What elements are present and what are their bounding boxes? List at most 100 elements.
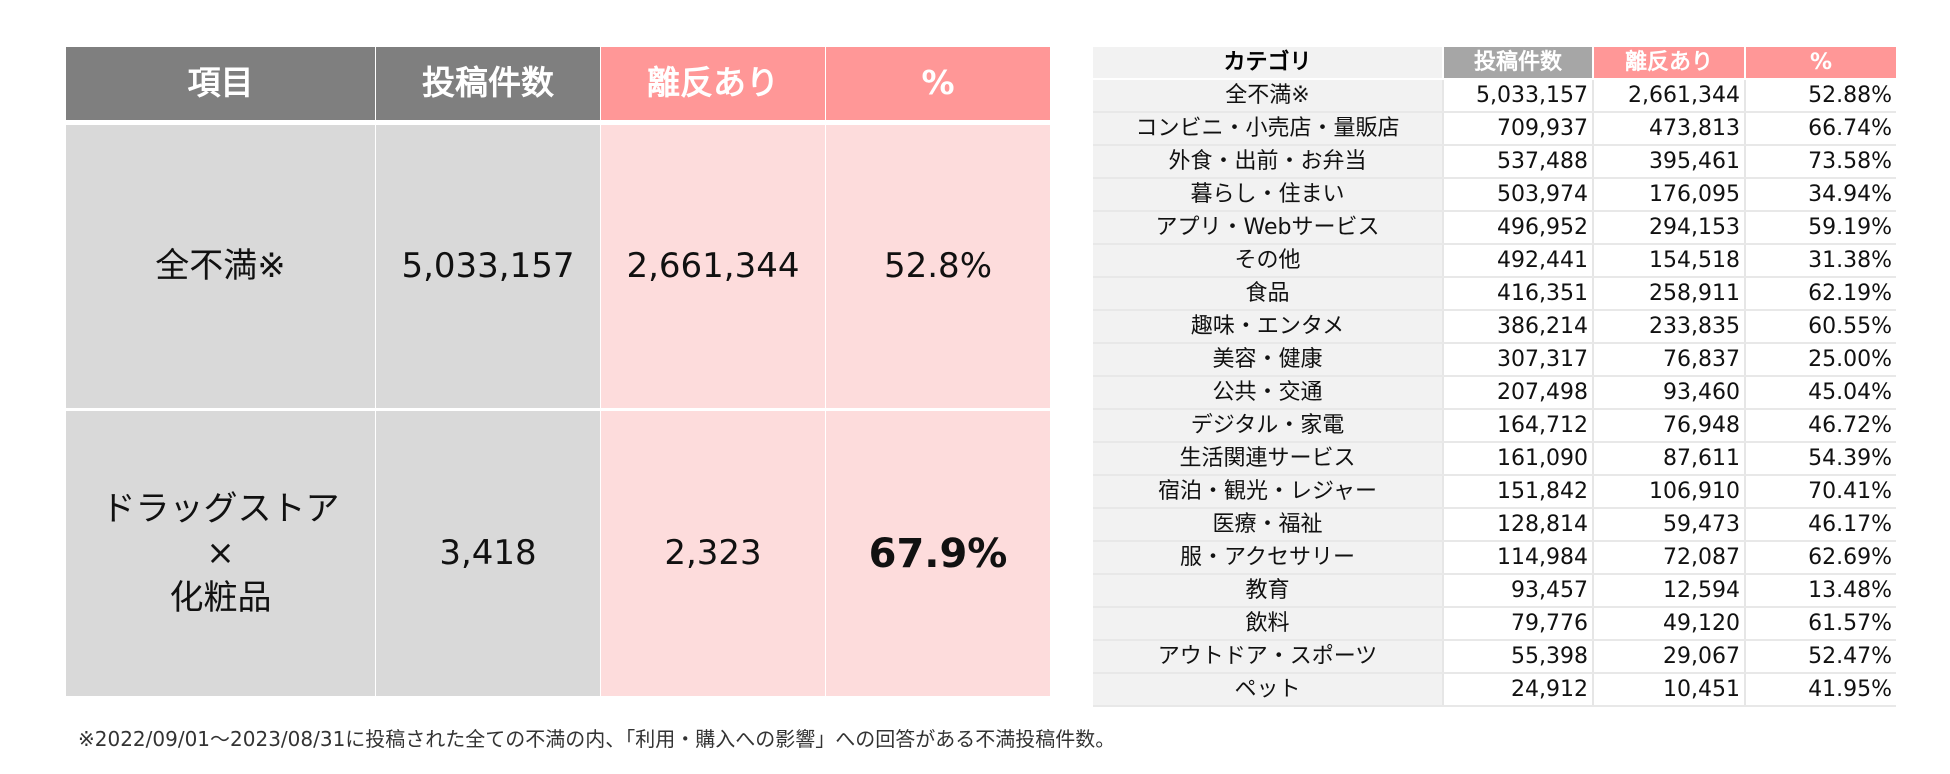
category-name-cell: アウトドア・スポーツ — [1093, 640, 1443, 674]
pct-cell: 73.58% — [1744, 145, 1896, 179]
churn-cell: 12,594 — [1592, 574, 1745, 608]
category-name-cell: ペット — [1093, 673, 1443, 707]
posts-cell: 416,351 — [1442, 277, 1593, 311]
posts-cell: 537,488 — [1442, 145, 1593, 179]
summary-row1-churn: 2,661,344 — [601, 120, 825, 408]
posts-cell: 307,317 — [1442, 343, 1593, 377]
category-name-cell: 全不満※ — [1093, 79, 1443, 113]
posts-cell: 164,712 — [1442, 409, 1593, 443]
category-table: カテゴリ 投稿件数 離反あり % 全不満※ 5,033,157 2,661,344 5… — [1093, 47, 1896, 707]
pct-cell: 41.95% — [1744, 673, 1896, 707]
posts-cell: 151,842 — [1442, 475, 1593, 509]
churn-cell: 10,451 — [1592, 673, 1745, 707]
pct-cell: 66.74% — [1744, 112, 1896, 146]
table-row: 公共・交通 207,498 93,460 45.04% — [1093, 376, 1896, 410]
category-header-pct: % — [1744, 47, 1896, 80]
posts-cell: 492,441 — [1442, 244, 1593, 278]
table-row: ペット 24,912 10,451 41.95% — [1093, 673, 1896, 707]
summary-header-posts: 投稿件数 — [376, 47, 600, 120]
category-header-churn: 離反あり — [1592, 47, 1745, 80]
table-row: 外食・出前・お弁当 537,488 395,461 73.58% — [1093, 145, 1896, 179]
category-header-row: カテゴリ 投稿件数 離反あり % — [1093, 47, 1896, 80]
summary-row2-pct: 67.9% — [826, 408, 1050, 696]
posts-cell: 79,776 — [1442, 607, 1593, 641]
pct-cell: 62.19% — [1744, 277, 1896, 311]
summary-row1-pct: 52.8% — [826, 120, 1050, 408]
pct-cell: 62.69% — [1744, 541, 1896, 575]
table-row: その他 492,441 154,518 31.38% — [1093, 244, 1896, 278]
pct-cell: 46.72% — [1744, 409, 1896, 443]
category-name-cell: 美容・健康 — [1093, 343, 1443, 377]
category-name-cell: 暮らし・住まい — [1093, 178, 1443, 212]
category-name-cell: 服・アクセサリー — [1093, 541, 1443, 575]
category-name-cell: 医療・福祉 — [1093, 508, 1443, 542]
posts-cell: 207,498 — [1442, 376, 1593, 410]
category-name-cell: 生活関連サービス — [1093, 442, 1443, 476]
churn-cell: 395,461 — [1592, 145, 1745, 179]
table-row: 美容・健康 307,317 76,837 25.00% — [1093, 343, 1896, 377]
category-name-cell: 教育 — [1093, 574, 1443, 608]
pct-cell: 45.04% — [1744, 376, 1896, 410]
posts-cell: 24,912 — [1442, 673, 1593, 707]
pct-cell: 34.94% — [1744, 178, 1896, 212]
category-name-cell: 公共・交通 — [1093, 376, 1443, 410]
posts-cell: 5,033,157 — [1442, 79, 1593, 113]
summary-row1-item: 全不満※ — [66, 120, 375, 408]
churn-cell: 93,460 — [1592, 376, 1745, 410]
churn-cell: 72,087 — [1592, 541, 1745, 575]
table-row: アウトドア・スポーツ 55,398 29,067 52.47% — [1093, 640, 1896, 674]
posts-cell: 161,090 — [1442, 442, 1593, 476]
posts-cell: 55,398 — [1442, 640, 1593, 674]
table-row: 服・アクセサリー 114,984 72,087 62.69% — [1093, 541, 1896, 575]
churn-cell: 154,518 — [1592, 244, 1745, 278]
footnote: ※2022/09/01～2023/08/31に投稿された全ての不満の内、「利用・… — [78, 727, 1116, 751]
summary-row2-posts: 3,418 — [376, 408, 600, 696]
pct-cell: 31.38% — [1744, 244, 1896, 278]
category-name-cell: アプリ・Webサービス — [1093, 211, 1443, 245]
category-name-cell: その他 — [1093, 244, 1443, 278]
pct-cell: 70.41% — [1744, 475, 1896, 509]
pct-cell: 59.19% — [1744, 211, 1896, 245]
category-name-cell: 宿泊・観光・レジャー — [1093, 475, 1443, 509]
summary-row1-posts: 5,033,157 — [376, 120, 600, 408]
churn-cell: 176,095 — [1592, 178, 1745, 212]
table-row: 全不満※ 5,033,157 2,661,344 52.88% — [1093, 79, 1896, 113]
churn-cell: 87,611 — [1592, 442, 1745, 476]
posts-cell: 386,214 — [1442, 310, 1593, 344]
category-name-cell: デジタル・家電 — [1093, 409, 1443, 443]
table-row: 食品 416,351 258,911 62.19% — [1093, 277, 1896, 311]
table-row: コンビニ・小売店・量販店 709,937 473,813 66.74% — [1093, 112, 1896, 146]
table-row: 教育 93,457 12,594 13.48% — [1093, 574, 1896, 608]
churn-cell: 473,813 — [1592, 112, 1745, 146]
summary-header-item: 項目 — [66, 47, 375, 120]
posts-cell: 114,984 — [1442, 541, 1593, 575]
pct-cell: 46.17% — [1744, 508, 1896, 542]
summary-header-pct: % — [826, 47, 1050, 120]
category-table-body: 全不満※ 5,033,157 2,661,344 52.88% コンビニ・小売店・量販店… — [1093, 79, 1896, 707]
table-row: 生活関連サービス 161,090 87,611 54.39% — [1093, 442, 1896, 476]
churn-cell: 258,911 — [1592, 277, 1745, 311]
posts-cell: 93,457 — [1442, 574, 1593, 608]
pct-cell: 25.00% — [1744, 343, 1896, 377]
category-name-cell: コンビニ・小売店・量販店 — [1093, 112, 1443, 146]
churn-cell: 294,153 — [1592, 211, 1745, 245]
category-header-category: カテゴリ — [1093, 47, 1443, 80]
pct-cell: 60.55% — [1744, 310, 1896, 344]
summary-table: 項目 投稿件数 離反あり % 全不満※ 5,033,157 2,661,344 … — [66, 47, 1050, 696]
category-header-posts: 投稿件数 — [1442, 47, 1593, 80]
table-row: アプリ・Webサービス 496,952 294,153 59.19% — [1093, 211, 1896, 245]
pct-cell: 61.57% — [1744, 607, 1896, 641]
pct-cell: 52.88% — [1744, 79, 1896, 113]
churn-cell: 233,835 — [1592, 310, 1745, 344]
pct-cell: 52.47% — [1744, 640, 1896, 674]
churn-cell: 29,067 — [1592, 640, 1745, 674]
table-row: 暮らし・住まい 503,974 176,095 34.94% — [1093, 178, 1896, 212]
pct-cell: 13.48% — [1744, 574, 1896, 608]
churn-cell: 76,837 — [1592, 343, 1745, 377]
table-row: デジタル・家電 164,712 76,948 46.72% — [1093, 409, 1896, 443]
posts-cell: 128,814 — [1442, 508, 1593, 542]
category-name-cell: 食品 — [1093, 277, 1443, 311]
summary-header-churn: 離反あり — [601, 47, 825, 120]
pct-cell: 54.39% — [1744, 442, 1896, 476]
posts-cell: 709,937 — [1442, 112, 1593, 146]
